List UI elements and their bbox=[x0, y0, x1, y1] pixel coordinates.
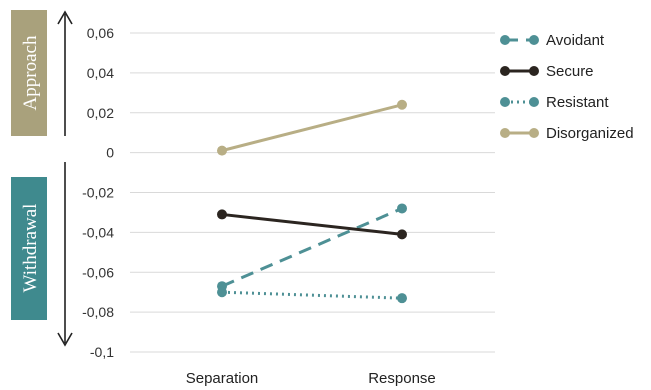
series-line-resistant bbox=[221, 290, 403, 300]
legend-item-resistant: Resistant bbox=[500, 94, 609, 111]
legend-label: Disorganized bbox=[546, 125, 634, 142]
withdrawal-label: Withdrawal bbox=[20, 204, 41, 293]
withdrawal-box bbox=[11, 177, 47, 320]
data-point-disorganized-1 bbox=[397, 99, 407, 110]
side-indicators: Approach Withdrawal bbox=[11, 10, 73, 347]
y-tick-label: -0,04 bbox=[82, 224, 114, 240]
approach-box bbox=[11, 10, 47, 136]
y-tick-label: -0,08 bbox=[82, 304, 114, 320]
legend-swatch-marker-end bbox=[529, 66, 539, 76]
y-tick-label: -0,06 bbox=[82, 264, 114, 280]
legend-item-secure: Secure bbox=[500, 63, 594, 80]
withdrawal-arrowhead bbox=[57, 332, 73, 347]
legend-label: Secure bbox=[546, 63, 594, 80]
series-layer bbox=[217, 99, 407, 304]
legend-swatch-marker-start bbox=[500, 128, 510, 138]
y-tick-label: 0,04 bbox=[87, 65, 114, 81]
legend-swatch-marker-start bbox=[500, 66, 510, 76]
y-axis-ticks: 0,06 0,04 0,02 0 -0,02 -0,04 -0,06 -0,08 -0,1 bbox=[82, 25, 114, 360]
x-tick-label: Separation bbox=[186, 370, 259, 387]
data-point-secure-1 bbox=[397, 229, 407, 240]
series-line-secure bbox=[220, 212, 404, 236]
legend-swatch-marker-end bbox=[529, 128, 539, 138]
gridlines bbox=[130, 32, 495, 353]
series-line-avoidant bbox=[221, 207, 403, 288]
data-point-secure-0 bbox=[217, 209, 227, 220]
legend-swatch-marker-end bbox=[529, 35, 539, 45]
legend: Avoidant Secure Resistant Disorganized bbox=[500, 32, 634, 142]
legend-swatch-marker-start bbox=[500, 35, 510, 45]
approach-arrowhead bbox=[57, 10, 73, 25]
x-axis-ticks: Separation Response bbox=[186, 370, 436, 387]
y-tick-label: 0 bbox=[106, 145, 114, 161]
legend-item-avoidant: Avoidant bbox=[500, 32, 605, 49]
x-tick-label: Response bbox=[368, 370, 436, 387]
data-point-avoidant-1 bbox=[397, 203, 407, 214]
y-tick-label: 0,02 bbox=[87, 105, 114, 121]
data-point-disorganized-0 bbox=[217, 145, 227, 156]
series-line-disorganized bbox=[220, 103, 404, 153]
legend-item-disorganized: Disorganized bbox=[500, 125, 634, 142]
legend-swatch-marker-start bbox=[500, 97, 510, 107]
data-point-resistant-1 bbox=[397, 293, 407, 304]
data-point-resistant-0 bbox=[217, 287, 227, 298]
legend-swatch-marker-end bbox=[529, 97, 539, 107]
legend-label: Resistant bbox=[546, 94, 609, 111]
approach-label: Approach bbox=[20, 35, 41, 110]
legend-label: Avoidant bbox=[546, 32, 605, 49]
y-tick-label: 0,06 bbox=[87, 25, 114, 41]
y-tick-label: -0,1 bbox=[90, 344, 114, 360]
y-tick-label: -0,02 bbox=[82, 185, 114, 201]
